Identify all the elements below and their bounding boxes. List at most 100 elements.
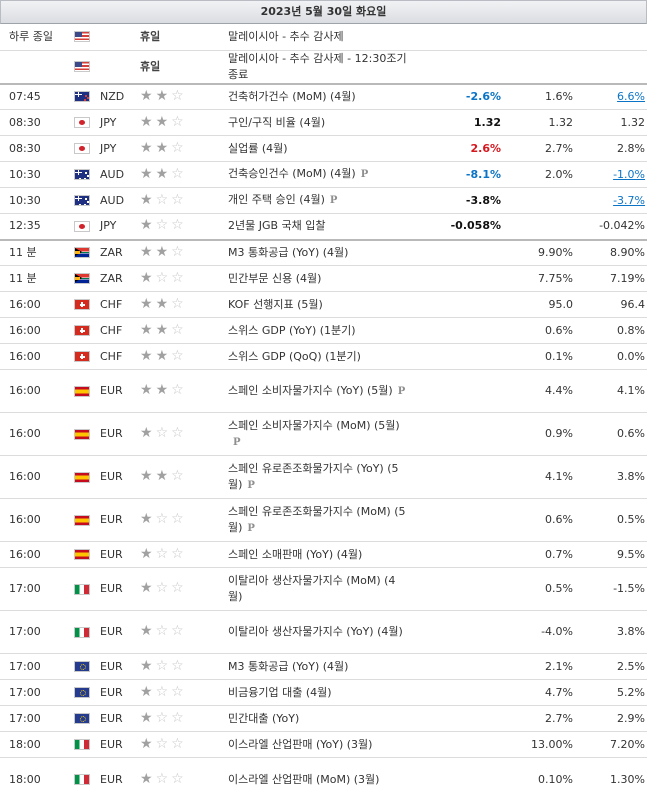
star-filled-icon: ★ [140, 709, 153, 726]
event-name-cell[interactable]: 실업률 (4월) [228, 135, 409, 162]
event-name[interactable]: 비금융기업 대출 (4월) [228, 685, 332, 699]
event-row[interactable]: 08:30 JPY ★ ★ ☆ 구인/구직 비율 (4월) 1.32 1.32 1.… [0, 109, 647, 136]
event-name-cell[interactable]: 스위스 GDP (QoQ) (1분기) [228, 343, 409, 370]
event-name[interactable]: 이스라엘 산업판매 (YoY) (3월) [228, 737, 373, 751]
event-row[interactable]: 16:00 CHF ★ ★ ☆ 스위스 GDP (QoQ) (1분기) 0.1% 0… [0, 343, 647, 370]
event-name[interactable]: 스페인 소비자물가지수 (MoM) (5월) [228, 418, 400, 432]
event-name[interactable]: 건축허가건수 (MoM) (4월) [228, 89, 356, 103]
preliminary-icon[interactable]: P [247, 522, 255, 534]
event-name-cell[interactable]: 스페인 소매판매 (YoY) (4월) [228, 541, 409, 568]
event-name[interactable]: 이스라엘 산업판매 (MoM) (3월) [228, 772, 380, 786]
event-name[interactable]: 민간부문 신용 (4월) [228, 271, 322, 285]
previous-value[interactable]: 6.6% [575, 83, 647, 110]
event-row[interactable]: 17:00 EUR ★ ☆ ☆ 이탈리아 생산자물가지수 (MoM) (4월) 0.… [0, 567, 647, 611]
event-row[interactable]: 10:30 AUD ★ ★ ☆ 건축승인건수 (MoM) (4월) P -8.1% 2… [0, 161, 647, 188]
event-name[interactable]: KOF 선행지표 (5월) [228, 297, 323, 311]
currency-code: CHF [98, 291, 140, 318]
event-row[interactable]: 16:00 EUR ★ ★ ☆ 스페인 유로존조화물가지수 (YoY) (5월) P … [0, 455, 647, 499]
event-row[interactable]: 18:00 EUR ★ ☆ ☆ 이스라엘 산업판매 (YoY) (3월) 13.00… [0, 731, 647, 758]
previous-value[interactable]: -3.7% [575, 187, 647, 214]
event-name-cell[interactable]: 스페인 소비자물가지수 (MoM) (5월) P [228, 412, 409, 456]
event-row[interactable]: 10:30 AUD ★ ☆ ☆ 개인 주택 승인 (4월) P -3.8% -3.7% [0, 187, 647, 214]
event-name[interactable]: 스페인 소비자물가지수 (YoY) (5월) [228, 383, 393, 397]
event-row[interactable]: 07:45 NZD ★ ★ ☆ 건축허가건수 (MoM) (4월) -2.6% 1.… [0, 83, 647, 110]
event-row[interactable]: 17:00 EUR ★ ☆ ☆ 비금융기업 대출 (4월) 4.7% 5.2% [0, 679, 647, 706]
event-name-cell[interactable]: 이스라엘 산업판매 (YoY) (3월) [228, 731, 409, 758]
event-name[interactable]: 이탈리아 생산자물가지수 (YoY) (4월) [228, 625, 403, 638]
event-name[interactable]: M3 통화공급 (YoY) (4월) [228, 659, 349, 673]
event-time: 16:00 [0, 317, 74, 344]
previous-value-text[interactable]: -3.7% [613, 193, 645, 207]
currency-code: JPY [98, 213, 140, 241]
currency-code [98, 50, 140, 85]
event-row[interactable]: 하루 종일 휴일 말레이시아 - 추수 감사제 [0, 24, 647, 51]
event-name-cell[interactable]: 민간부문 신용 (4월) [228, 265, 409, 292]
event-name[interactable]: 스페인 소매판매 (YoY) (4월) [228, 547, 363, 561]
event-name-cell[interactable]: 건축승인건수 (MoM) (4월) P [228, 161, 409, 188]
event-name-cell[interactable]: 이탈리아 생산자물가지수 (YoY) (4월) [228, 610, 409, 654]
importance-cell: ★ ☆ ☆ [140, 498, 228, 542]
event-row[interactable]: 16:00 EUR ★ ★ ☆ 스페인 소비자물가지수 (YoY) (5월) P 4.… [0, 369, 647, 413]
event-name-cell[interactable]: 민간대출 (YoY) [228, 705, 409, 732]
event-name-cell[interactable]: 개인 주택 승인 (4월) P [228, 187, 409, 214]
event-name-cell[interactable]: 말레이시아 - 추수 감사제 - 12:30조기 종료 [228, 50, 409, 85]
previous-value-text[interactable]: -1.0% [613, 167, 645, 181]
preliminary-icon[interactable]: P [397, 385, 406, 397]
event-name[interactable]: 스위스 GDP (YoY) (1분기) [228, 323, 356, 337]
event-name-cell[interactable]: 비금융기업 대출 (4월) [228, 679, 409, 706]
event-name-cell[interactable]: 스페인 소비자물가지수 (YoY) (5월) P [228, 369, 409, 413]
previous-value[interactable]: -1.0% [575, 161, 647, 188]
event-name[interactable]: 건축승인건수 (MoM) (4월) [228, 167, 356, 180]
preliminary-icon[interactable]: P [329, 195, 338, 206]
event-name[interactable]: 실업률 (4월) [228, 141, 288, 155]
event-name[interactable]: 구인/구직 비율 (4월) [228, 115, 326, 129]
event-row[interactable]: 16:00 CHF ★ ★ ☆ KOF 선행지표 (5월) 95.0 96.4 [0, 291, 647, 318]
event-name-cell[interactable]: 스페인 유로존조화물가지수 (YoY) (5월) P [228, 455, 409, 499]
star-filled-icon: ★ [140, 269, 153, 286]
actual-value [409, 705, 503, 732]
previous-value-text: 0.5% [617, 513, 645, 526]
event-name[interactable]: 스페인 유로존조화물가지수 (MoM) (5월) [228, 504, 406, 534]
event-row[interactable]: 11 분 ZAR ★ ☆ ☆ 민간부문 신용 (4월) 7.75% 7.19% [0, 265, 647, 292]
event-name[interactable]: M3 통화공급 (YoY) (4월) [228, 245, 349, 259]
event-name-cell[interactable]: 2년물 JGB 국채 입찰 [228, 213, 409, 241]
event-name[interactable]: 이탈리아 생산자물가지수 (MoM) (4월) [228, 574, 396, 603]
event-name-cell[interactable]: M3 통화공급 (YoY) (4월) [228, 239, 409, 266]
event-name-cell[interactable]: 구인/구직 비율 (4월) [228, 109, 409, 136]
event-row[interactable]: 16:00 EUR ★ ☆ ☆ 스페인 소비자물가지수 (MoM) (5월)P 0.… [0, 412, 647, 456]
event-name[interactable]: 개인 주택 승인 (4월) [228, 193, 325, 206]
star-filled-icon: ★ [140, 545, 153, 562]
event-name-cell[interactable]: 스페인 유로존조화물가지수 (MoM) (5월) P [228, 498, 409, 542]
event-row[interactable]: 12:35 JPY ★ ☆ ☆ 2년물 JGB 국채 입찰 -0.058% -0.0… [0, 213, 647, 241]
event-name-cell[interactable]: 말레이시아 - 추수 감사제 [228, 24, 409, 51]
event-row[interactable]: 16:00 CHF ★ ★ ☆ 스위스 GDP (YoY) (1분기) 0.6% 0… [0, 317, 647, 344]
event-name[interactable]: 스위스 GDP (QoQ) (1분기) [228, 349, 361, 363]
event-name[interactable]: 말레이시아 - 추수 감사제 - 12:30조기 종료 [228, 51, 407, 81]
star-empty-icon: ☆ [155, 425, 169, 441]
previous-value-text[interactable]: 6.6% [617, 89, 645, 103]
event-row[interactable]: 08:30 JPY ★ ★ ☆ 실업률 (4월) 2.6% 2.7% 2.8% [0, 135, 647, 162]
event-row[interactable]: 17:00 EUR ★ ☆ ☆ 민간대출 (YoY) 2.7% 2.9% [0, 705, 647, 732]
event-row[interactable]: 17:00 EUR ★ ☆ ☆ 이탈리아 생산자물가지수 (YoY) (4월) -4… [0, 610, 647, 654]
event-row[interactable]: 17:00 EUR ★ ☆ ☆ M3 통화공급 (YoY) (4월) 2.1% 2.… [0, 653, 647, 680]
event-name-cell[interactable]: 이탈리아 생산자물가지수 (MoM) (4월) [228, 567, 409, 611]
forecast-value: 2.0% [503, 161, 575, 188]
event-row[interactable]: 18:00 EUR ★ ☆ ☆ 이스라엘 산업판매 (MoM) (3월) 0.10%… [0, 757, 647, 790]
event-name-cell[interactable]: 스위스 GDP (YoY) (1분기) [228, 317, 409, 344]
event-name-cell[interactable]: 이스라엘 산업판매 (MoM) (3월) [228, 757, 409, 790]
preliminary-icon[interactable]: P [233, 436, 241, 448]
event-name[interactable]: 스페인 유로존조화물가지수 (YoY) (5월) [228, 461, 399, 491]
event-name-cell[interactable]: M3 통화공급 (YoY) (4월) [228, 653, 409, 680]
event-name[interactable]: 말레이시아 - 추수 감사제 [228, 29, 344, 43]
event-row[interactable]: 16:00 EUR ★ ☆ ☆ 스페인 소매판매 (YoY) (4월) 0.7% 9… [0, 541, 647, 568]
event-row[interactable]: 11 분 ZAR ★ ★ ☆ M3 통화공급 (YoY) (4월) 9.90% 8.… [0, 239, 647, 266]
preliminary-icon[interactable]: P [360, 169, 369, 180]
preliminary-icon[interactable]: P [247, 479, 255, 491]
event-name-cell[interactable]: KOF 선행지표 (5월) [228, 291, 409, 318]
event-row[interactable]: 휴일 말레이시아 - 추수 감사제 - 12:30조기 종료 [0, 50, 647, 85]
event-name-cell[interactable]: 건축허가건수 (MoM) (4월) [228, 83, 409, 110]
event-name[interactable]: 2년물 JGB 국채 입찰 [228, 219, 326, 233]
flag-cell [74, 343, 98, 370]
event-row[interactable]: 16:00 EUR ★ ☆ ☆ 스페인 유로존조화물가지수 (MoM) (5월) P … [0, 498, 647, 542]
event-name[interactable]: 민간대출 (YoY) [228, 711, 300, 725]
